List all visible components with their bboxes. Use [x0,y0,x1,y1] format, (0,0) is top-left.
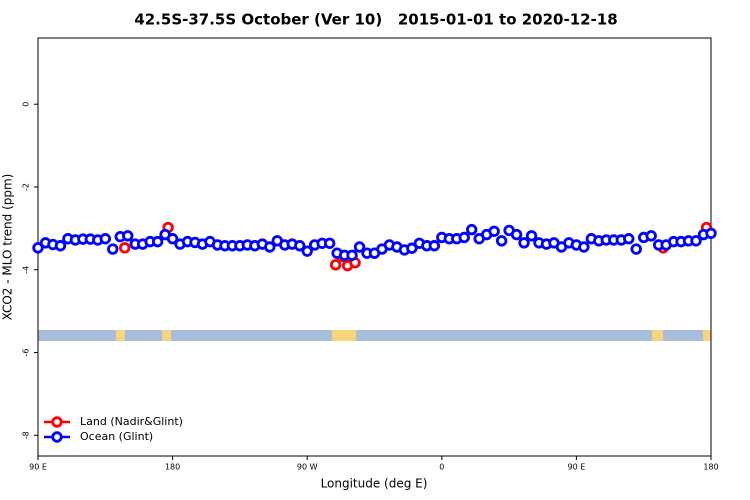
legend-label: Land (Nadir&Glint) [80,415,183,428]
data-point [466,223,478,236]
data-point [99,233,112,245]
y-axis-label: XCO2 - MLO trend (ppm) [1,174,15,321]
data-point [705,227,717,240]
data-point [323,237,336,249]
land-band [332,330,356,341]
x-tick-label: 180 [703,463,718,472]
y-tick-label: -8 [22,431,31,439]
data-point [122,230,134,242]
data-point [54,240,67,252]
data-point [151,235,164,248]
x-tick-label: 90 W [297,463,318,472]
land-band [116,330,125,341]
data-point [107,243,119,255]
data-point [630,243,642,255]
data-point [495,235,508,247]
data-point [518,237,530,249]
data-point [645,230,657,242]
data-point [353,241,366,253]
legend-marker [51,431,63,443]
data-point [525,230,538,242]
y-tick-label: -4 [22,266,31,274]
ocean-band [38,330,711,341]
chart-title: 42.5S-37.5S October (Ver 10) 2015-01-01 … [134,11,617,29]
legend-marker [51,416,63,428]
land-band [703,330,711,341]
x-tick-label: 90 E [568,463,586,472]
y-tick-label: -2 [22,183,31,191]
y-tick-label: -6 [22,349,31,357]
data-point [294,240,306,252]
x-tick-label: 180 [165,463,180,472]
data-point [488,225,500,237]
data-point [623,233,635,245]
data-point [264,241,276,253]
data-point [329,259,342,271]
x-axis-label: Longitude (deg E) [321,477,428,491]
x-tick-label: 90 E [29,463,47,472]
data-point [510,228,523,241]
legend-label: Ocean (Glint) [80,430,153,443]
data-point [458,231,470,244]
data-point [406,242,418,254]
data-point [32,242,44,254]
x-tick-label: 0 [439,463,444,472]
data-point [301,245,313,257]
land-band [652,330,663,341]
surface-mask [38,330,711,341]
land-band [162,330,171,341]
y-tick-label: 0 [22,102,31,107]
data-point [428,240,441,252]
data-point [346,249,358,261]
data-point [690,235,702,247]
data-point [119,242,131,254]
data-point [578,241,590,253]
data-point [166,233,179,245]
